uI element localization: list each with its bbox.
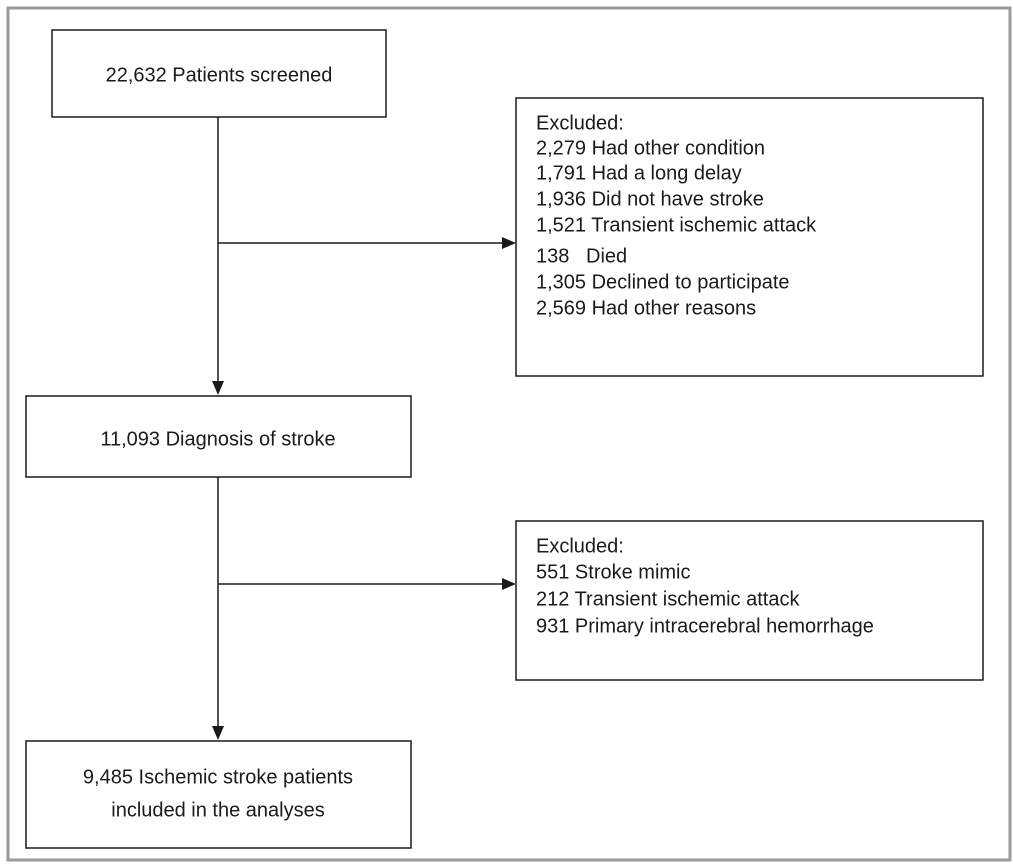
arrowhead [502, 578, 516, 590]
node-label: 9,485 Ischemic stroke patients [83, 766, 353, 788]
exclusion-line: 2,279 Had other condition [536, 137, 765, 159]
arrowhead [212, 726, 224, 740]
node-box [25, 740, 412, 849]
exclusion-line: 212 Transient ischemic attack [536, 588, 800, 610]
exclusion-line: 551 Stroke mimic [536, 561, 691, 583]
exclusion-line: 1,791 Had a long delay [536, 162, 742, 184]
exclusion-line: Excluded: [536, 535, 624, 557]
node-box [51, 29, 387, 118]
node-label: 11,093 Diagnosis of stroke [100, 428, 335, 450]
arrowhead [502, 237, 516, 249]
node-label: 22,632 Patients screened [106, 64, 333, 86]
exclusion-line: 1,521 Transient ischemic attack [536, 214, 817, 236]
frame [6, 6, 1012, 862]
exclusion-line: 931 Primary intracerebral hemorrhage [536, 615, 874, 637]
arrowhead [212, 381, 224, 395]
exclusion-box [515, 520, 984, 681]
exclusion-line: Excluded: [536, 112, 624, 134]
exclusion-line: 1,305 Declined to participate [536, 271, 790, 293]
node-label: included in the analyses [111, 799, 324, 821]
exclusion-box [515, 97, 984, 377]
exclusion-line: 2,569 Had other reasons [536, 297, 756, 319]
exclusion-line: 1,936 Did not have stroke [536, 188, 764, 210]
node-box [25, 395, 412, 478]
exclusion-line: 138 Died [536, 245, 627, 267]
